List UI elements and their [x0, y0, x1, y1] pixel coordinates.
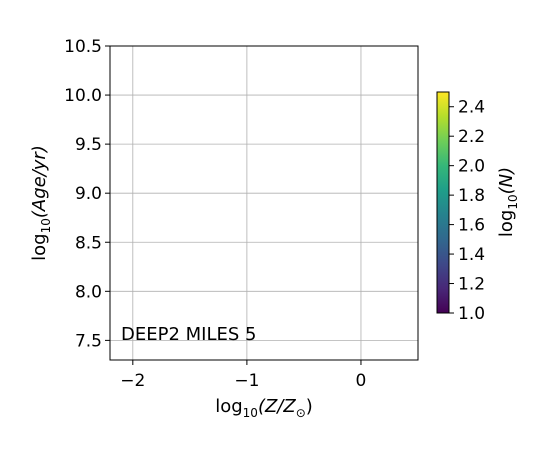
colorbar-label-body: (N): [496, 167, 517, 195]
y-tick-label: 9.0: [75, 184, 102, 204]
colorbar-tick-label: 1.0: [458, 304, 485, 324]
colorbar-tick-label: 2.0: [458, 157, 485, 177]
y-axis-ticks: 7.5 8.0 8.5 9.0 9.5 10.0 10.5: [64, 37, 110, 351]
x-tick-label: 0: [356, 371, 367, 391]
y-axis-label-base: log: [29, 233, 50, 260]
colorbar-tick-label: 2.4: [458, 98, 485, 118]
colorbar-label-base: log: [496, 210, 517, 237]
plot-area: −2 −1 0 7.5 8.0 8.5 9.0 9.5 10.0 10.5 DEEP2 MILE…: [64, 37, 419, 391]
colorbar-ticks: 1.0 1.2 1.4 1.6 1.8 2.0 2.2 2.4: [449, 98, 485, 324]
colorbar: 1.0 1.2 1.4 1.6 1.8 2.0 2.2 2.4 log10(N): [436, 91, 520, 324]
x-axis-label-base: log: [215, 396, 242, 417]
colorbar-label-sub: 10: [506, 194, 520, 209]
colorbar-gradient: [436, 91, 450, 314]
x-axis-label: log10(Z/Z⊙): [215, 396, 313, 420]
x-axis-label-sub: 10: [243, 406, 258, 420]
colorbar-tick-label: 1.4: [458, 245, 485, 265]
x-tick-label: −2: [120, 371, 145, 391]
annotation-label: DEEP2 MILES 5: [121, 324, 256, 345]
colorbar-tick-label: 1.2: [458, 275, 485, 295]
x-axis-label-body: (Z/Z: [258, 396, 296, 417]
y-tick-label: 9.5: [75, 135, 102, 155]
x-axis-label-sym: ⊙: [296, 406, 306, 420]
plot-frame: [109, 45, 419, 361]
y-axis-label-sub: 10: [39, 218, 53, 233]
colorbar-tick-label: 1.6: [458, 216, 485, 236]
colorbar-tick-label: 2.2: [458, 127, 485, 147]
x-tick-label: −1: [234, 371, 259, 391]
x-axis-label-close: ): [306, 396, 313, 417]
y-axis-label-body: (Age/yr): [29, 145, 50, 218]
plot-background: [110, 46, 418, 360]
x-axis-ticks: −2 −1 0: [120, 360, 366, 391]
y-tick-label: 10.0: [64, 86, 102, 106]
colorbar-label: log10(N): [496, 167, 520, 237]
y-tick-label: 10.5: [64, 37, 102, 57]
y-axis-label: log10(Age/yr): [29, 145, 53, 261]
colorbar-tick-label: 1.8: [458, 186, 485, 206]
y-tick-label: 7.5: [75, 331, 102, 351]
y-tick-label: 8.5: [75, 233, 102, 253]
y-tick-label: 8.0: [75, 282, 102, 302]
